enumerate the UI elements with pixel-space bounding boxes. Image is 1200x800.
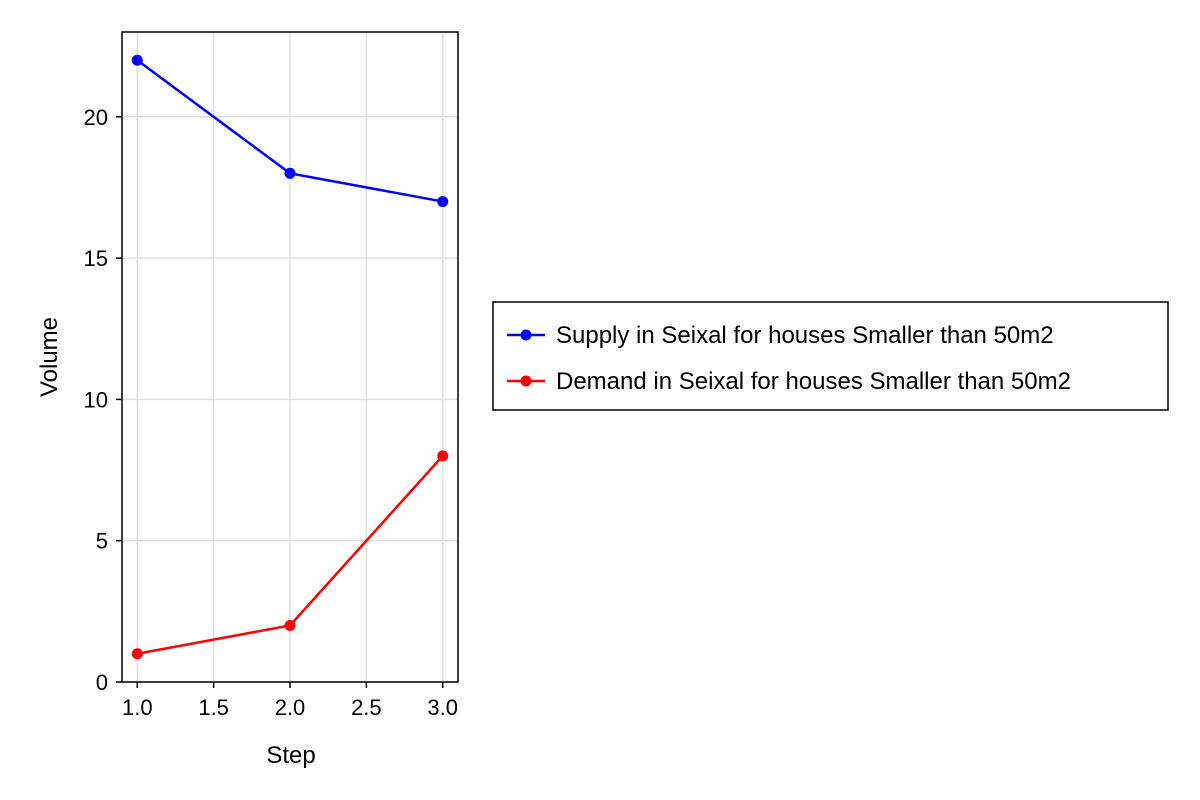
x-tick-label: 2.5 [351,695,382,720]
axis-ticks: 1.0 1.5 2.0 2.5 3.0 0 5 10 15 20 [84,105,459,720]
legend-label-demand: Demand in Seixal for houses Smaller than… [556,368,1071,395]
legend-marker-supply [521,330,532,341]
legend: Supply in Seixal for houses Smaller than… [493,302,1168,410]
x-tick-label: 2.0 [275,695,306,720]
y-axis-title: Volume [36,317,63,397]
data-point [437,450,448,461]
y-tick-label: 0 [96,670,108,695]
x-axis-title: Step [266,742,315,769]
data-point [132,648,143,659]
x-tick-label: 1.0 [122,695,153,720]
legend-marker-demand [521,376,532,387]
y-tick-label: 10 [84,387,108,412]
data-point [285,168,296,179]
y-tick-label: 20 [84,105,108,130]
x-tick-label: 3.0 [427,695,458,720]
y-tick-label: 15 [84,246,108,271]
grid [122,32,458,682]
x-tick-label: 1.5 [198,695,229,720]
legend-entry-supply: Supply in Seixal for houses Smaller than… [507,322,1054,349]
data-point [132,55,143,66]
data-point [285,620,296,631]
legend-entry-demand: Demand in Seixal for houses Smaller than… [507,368,1071,395]
data-point [437,196,448,207]
y-tick-label: 5 [96,529,108,554]
legend-label-supply: Supply in Seixal for houses Smaller than… [556,322,1054,349]
